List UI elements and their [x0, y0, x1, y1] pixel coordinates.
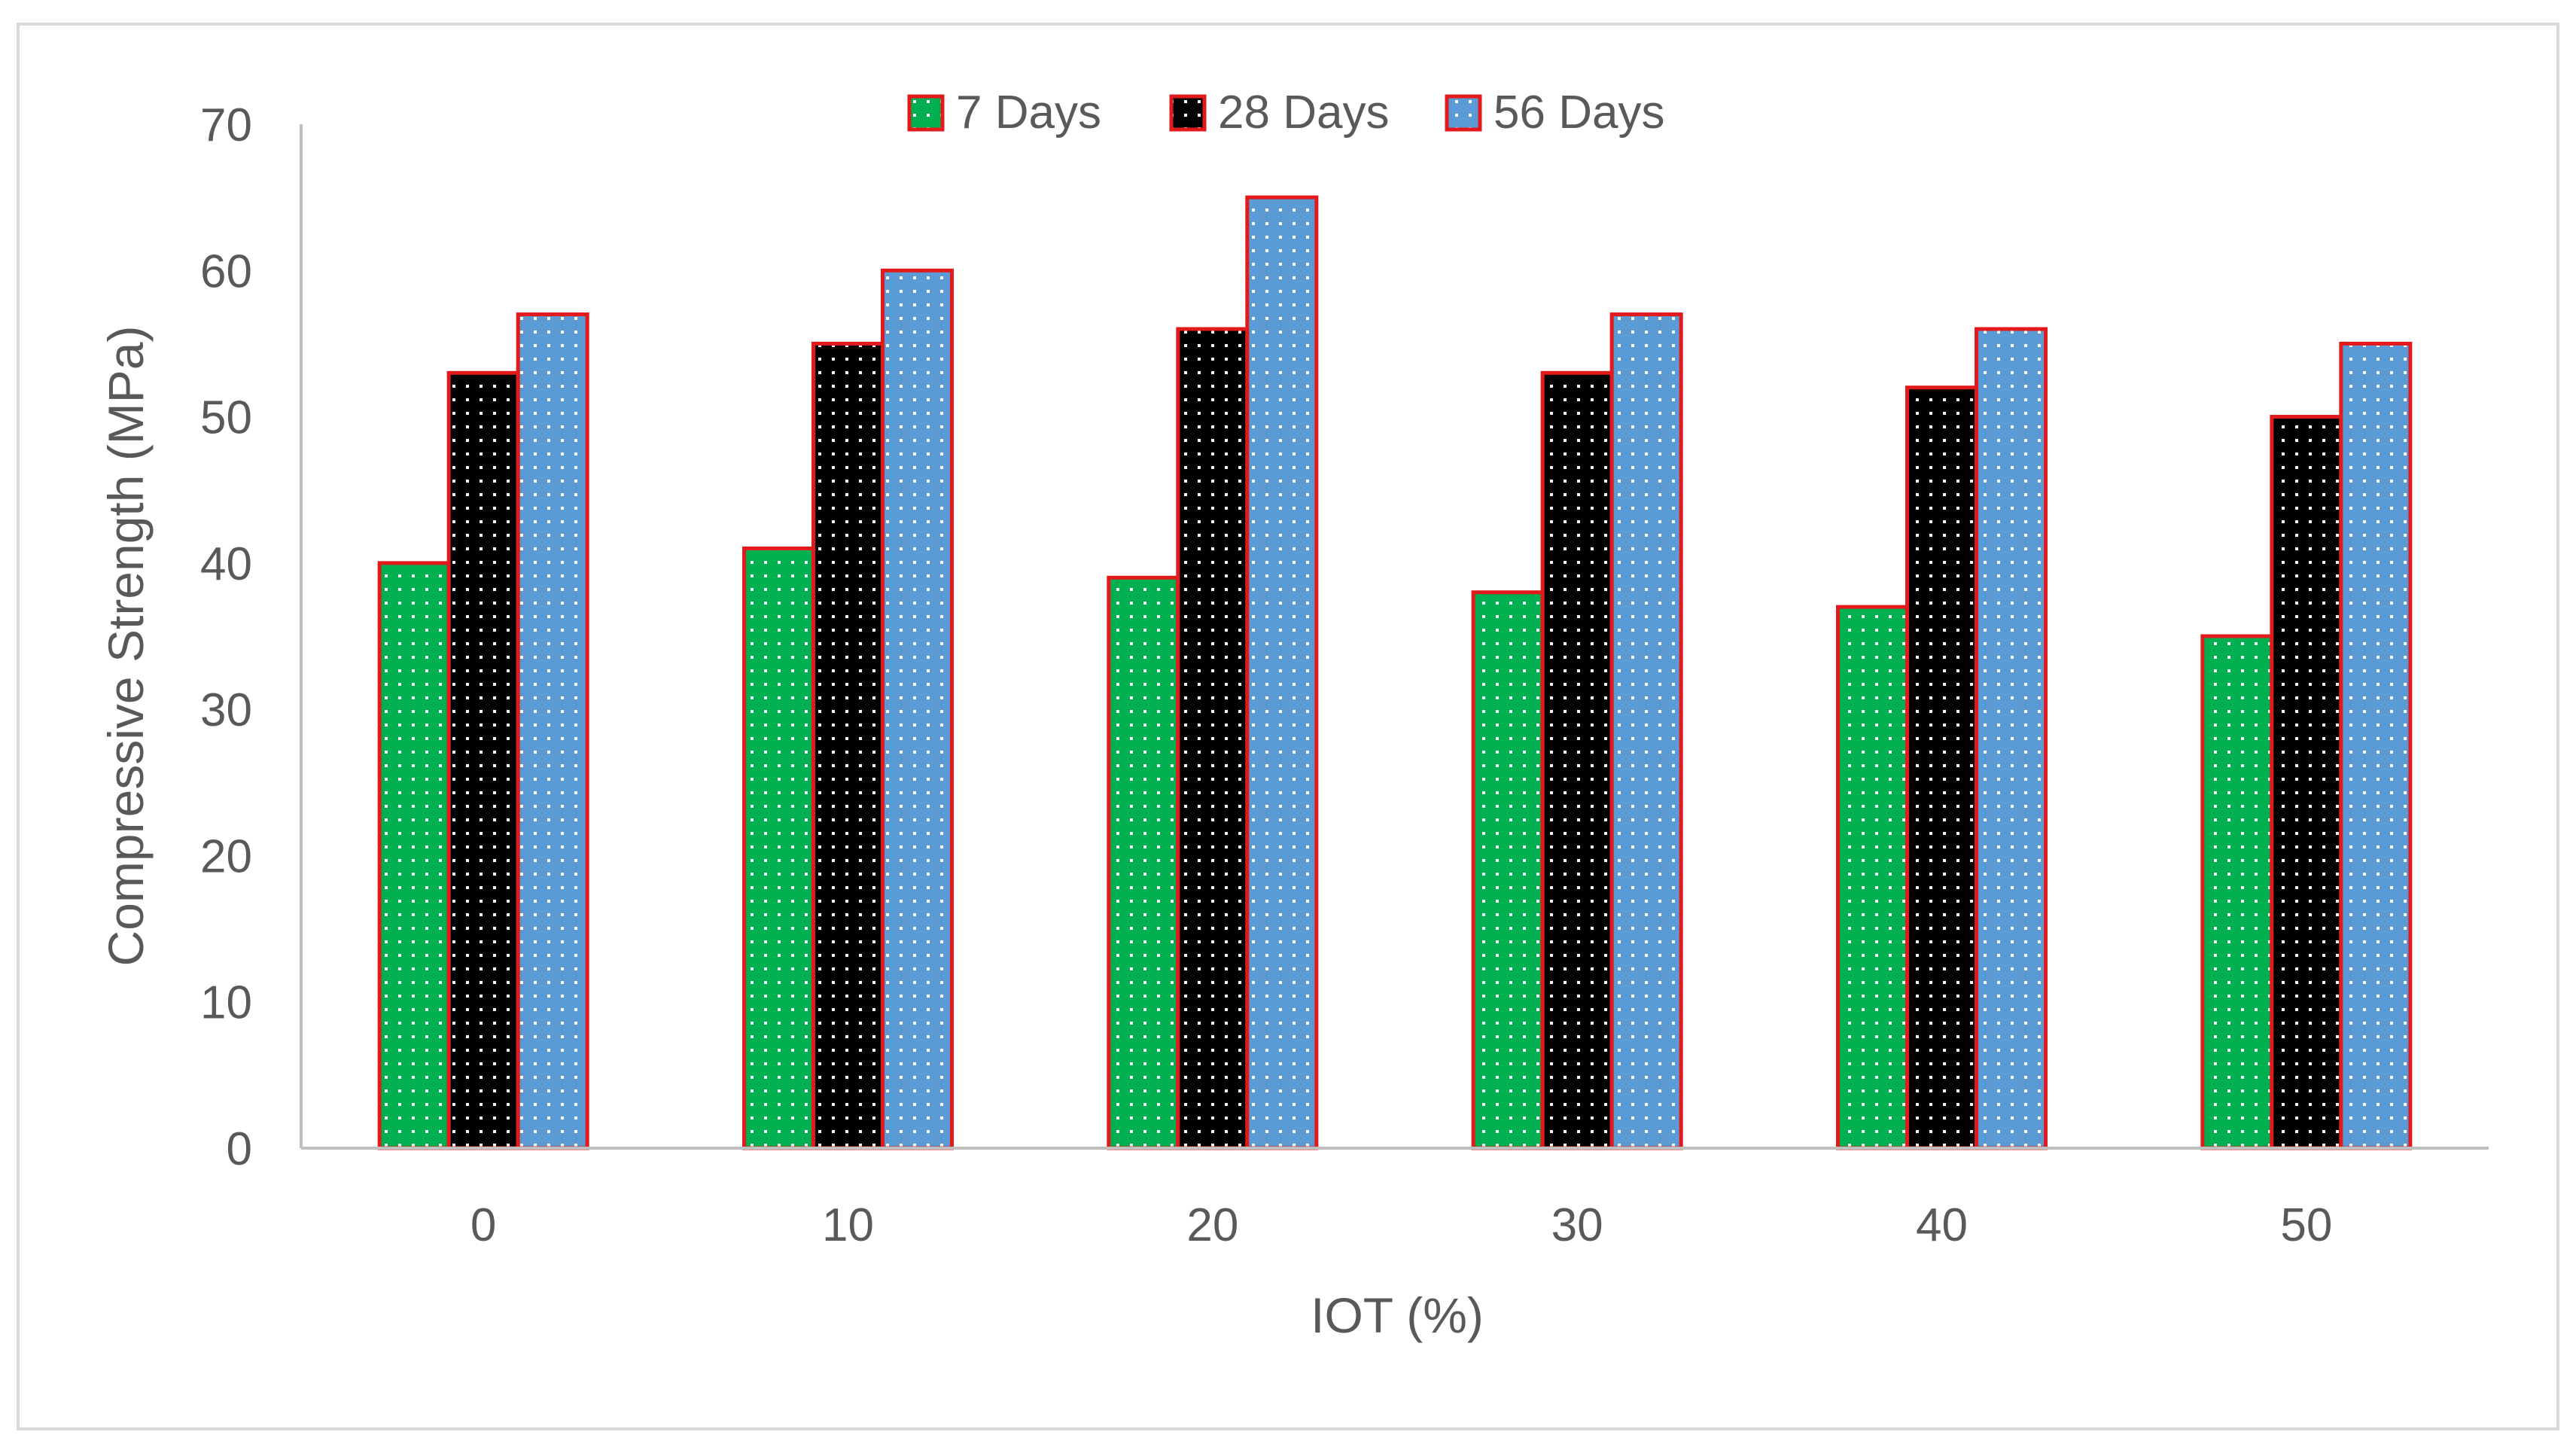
bar-28-days-0: [446, 370, 520, 1150]
y-tick-label: 70: [200, 99, 252, 151]
bar-7-days-0: [377, 561, 451, 1150]
legend-label: 28 Days: [1218, 87, 1389, 139]
bar-28-days-10: [811, 341, 885, 1150]
legend-label: 56 Days: [1494, 87, 1664, 139]
bar-28-days-20: [1176, 327, 1250, 1150]
y-tick-label: 0: [227, 1123, 252, 1175]
bar-28-days-30: [1540, 370, 1614, 1150]
legend: 7 Days 28 Days 56 Days: [907, 87, 1664, 139]
x-tick-label: 10: [822, 1199, 874, 1251]
bar-56-days-20: [1245, 195, 1319, 1150]
x-tick-label: 30: [1551, 1199, 1603, 1251]
bar-56-days-0: [516, 312, 589, 1150]
bar-7-days-50: [2200, 634, 2274, 1150]
bar-7-days-10: [742, 546, 815, 1150]
bar-56-days-30: [1609, 312, 1683, 1150]
bar-7-days-30: [1471, 590, 1545, 1150]
axes-layer: [300, 124, 2489, 1150]
x-tick-label: 0: [470, 1199, 496, 1251]
legend-item-7-days: 7 Days: [907, 87, 1101, 139]
y-tick-label: 50: [200, 392, 252, 444]
bar-28-days-40: [1905, 385, 1978, 1150]
bar-28-days-50: [2270, 415, 2343, 1150]
y-tick-label: 40: [200, 538, 252, 590]
bar-7-days-20: [1107, 575, 1180, 1150]
x-axis-title: IOT (%): [1311, 1287, 1484, 1343]
legend-label: 7 Days: [956, 87, 1101, 139]
bars-layer: [377, 195, 2413, 1150]
y-tick-label: 10: [200, 977, 252, 1029]
ticks-layer: 0 10 20 30 40 50 60 70 0 10 20 30 40 50: [200, 99, 2332, 1251]
legend-item-56-days: 56 Days: [1445, 87, 1664, 139]
x-tick-label: 50: [2280, 1199, 2332, 1251]
bar-56-days-40: [1975, 327, 2048, 1150]
bar-56-days-10: [881, 268, 954, 1150]
y-axis-title: Compressive Strength (MPa): [98, 326, 154, 967]
bar-56-days-50: [2339, 341, 2413, 1150]
y-tick-label: 20: [200, 830, 252, 882]
x-tick-label: 40: [1916, 1199, 1968, 1251]
y-tick-label: 60: [200, 245, 252, 297]
y-tick-label: 30: [200, 684, 252, 736]
bar-7-days-40: [1836, 605, 1909, 1150]
legend-item-28-days: 28 Days: [1169, 87, 1389, 139]
x-tick-label: 20: [1186, 1199, 1238, 1251]
